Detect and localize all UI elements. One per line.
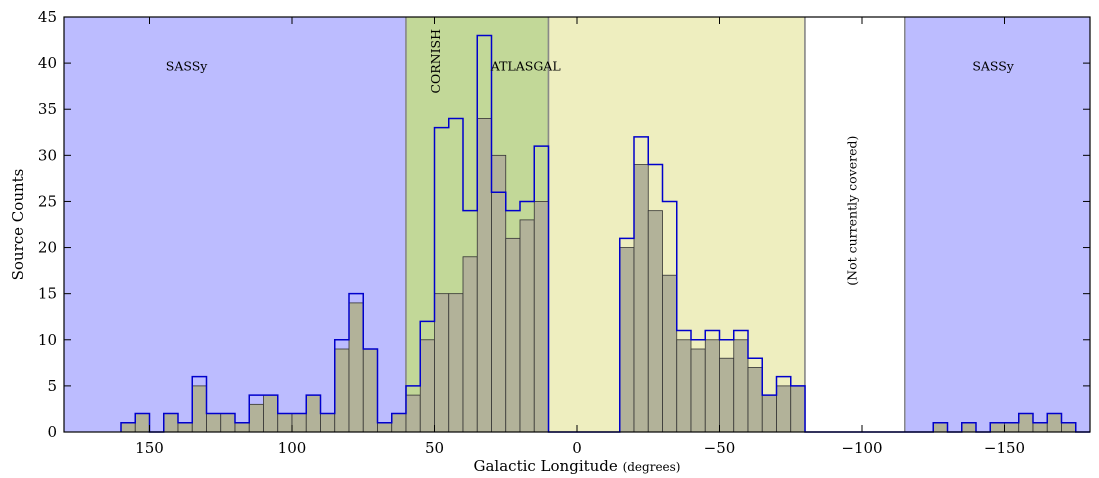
histogram-bar xyxy=(519,219,535,433)
histogram-bar xyxy=(747,367,763,433)
histogram-bar xyxy=(633,164,649,433)
histogram-bar xyxy=(391,413,407,433)
histogram-bar xyxy=(134,413,150,433)
y-tick-label: 5 xyxy=(47,377,57,395)
histogram-bar xyxy=(1004,422,1020,433)
histogram-bar xyxy=(619,247,635,433)
x-axis-label-text: Galactic Longitude xyxy=(474,457,618,475)
y-axis-label: Source Counts xyxy=(9,169,27,281)
x-tick-label: 50 xyxy=(425,439,444,457)
region-4 xyxy=(904,17,1090,432)
histogram-bar xyxy=(291,413,307,433)
histogram-bar xyxy=(234,422,250,433)
x-tick-label: 100 xyxy=(278,439,307,457)
histogram-bar xyxy=(263,394,279,433)
histogram-bar xyxy=(362,348,378,433)
histogram-bar xyxy=(647,210,663,433)
histogram-bar xyxy=(348,302,364,433)
histogram-bar xyxy=(1018,413,1034,433)
histogram-bar xyxy=(491,154,507,433)
histogram-bar xyxy=(305,394,321,433)
histogram-bar xyxy=(719,357,735,433)
histogram-bar xyxy=(932,422,948,433)
region-label: ATLASGAL xyxy=(490,58,561,73)
histogram-bar xyxy=(320,413,336,433)
histogram-bar xyxy=(676,339,692,433)
histogram-bar xyxy=(334,348,350,433)
histogram-bar xyxy=(704,339,720,433)
y-tick-label: 0 xyxy=(47,423,57,441)
filled-histogram xyxy=(120,118,1077,433)
histogram-bar xyxy=(277,413,293,433)
histogram-bar xyxy=(163,413,179,433)
histogram-bar xyxy=(961,422,977,433)
y-tick-label: 35 xyxy=(38,100,57,118)
histogram-bar xyxy=(690,348,706,433)
x-tick-label: −50 xyxy=(704,439,736,457)
y-tick-label: 15 xyxy=(38,285,57,303)
x-tick-label: 150 xyxy=(135,439,164,457)
x-axis-label-unit: (degrees) xyxy=(623,460,681,474)
x-tick-label: −100 xyxy=(841,439,882,457)
histogram-bar xyxy=(790,385,806,433)
x-tick-label: 0 xyxy=(572,439,582,457)
histogram-bar xyxy=(120,422,136,433)
histogram-bar xyxy=(462,256,478,433)
histogram-bar xyxy=(533,201,549,433)
histogram-bar xyxy=(419,339,435,433)
region-label: CORNISH xyxy=(428,29,443,94)
region-3 xyxy=(805,17,905,432)
histogram-bar xyxy=(662,274,678,433)
histogram-bar xyxy=(476,118,492,433)
region-labels: SASSy CORNISH ATLASGAL (Not currently cover… xyxy=(166,29,1015,286)
y-tick-label: 45 xyxy=(38,8,57,26)
histogram-bar xyxy=(761,394,777,433)
histogram-bar xyxy=(1032,422,1048,433)
y-tick-label: 10 xyxy=(38,331,57,349)
histogram-bar xyxy=(206,413,222,433)
histogram-bar xyxy=(505,237,521,433)
histogram-bar xyxy=(434,293,450,433)
y-tick-label: 40 xyxy=(38,54,57,72)
histogram-bar xyxy=(1046,413,1062,433)
region-label: SASSy xyxy=(972,58,1014,73)
histogram-bar xyxy=(1061,422,1077,433)
region-label: SASSy xyxy=(166,58,208,73)
x-axis-ticks: 150 100 50 0 −50 −100 −150 xyxy=(135,17,1025,457)
x-axis-label: Galactic Longitude (degrees) xyxy=(474,457,681,475)
y-tick-label: 20 xyxy=(38,239,57,257)
histogram-bar xyxy=(405,394,421,433)
histogram-bar xyxy=(191,385,207,433)
x-tick-label: −150 xyxy=(984,439,1025,457)
histogram-bar xyxy=(177,422,193,433)
y-tick-label: 25 xyxy=(38,192,57,210)
histogram-bar xyxy=(989,422,1005,433)
region-label: (Not currently covered) xyxy=(844,136,859,286)
histogram-bar xyxy=(776,385,792,433)
y-tick-label: 30 xyxy=(38,146,57,164)
histogram-bar xyxy=(248,403,264,433)
survey-regions xyxy=(64,17,1090,432)
histogram-bar xyxy=(377,422,393,433)
histogram-bar xyxy=(733,339,749,433)
histogram-bar xyxy=(448,293,464,433)
y-axis-ticks: 0 5 10 15 20 25 30 35 40 45 xyxy=(38,8,1090,441)
histogram-bar xyxy=(220,413,236,433)
